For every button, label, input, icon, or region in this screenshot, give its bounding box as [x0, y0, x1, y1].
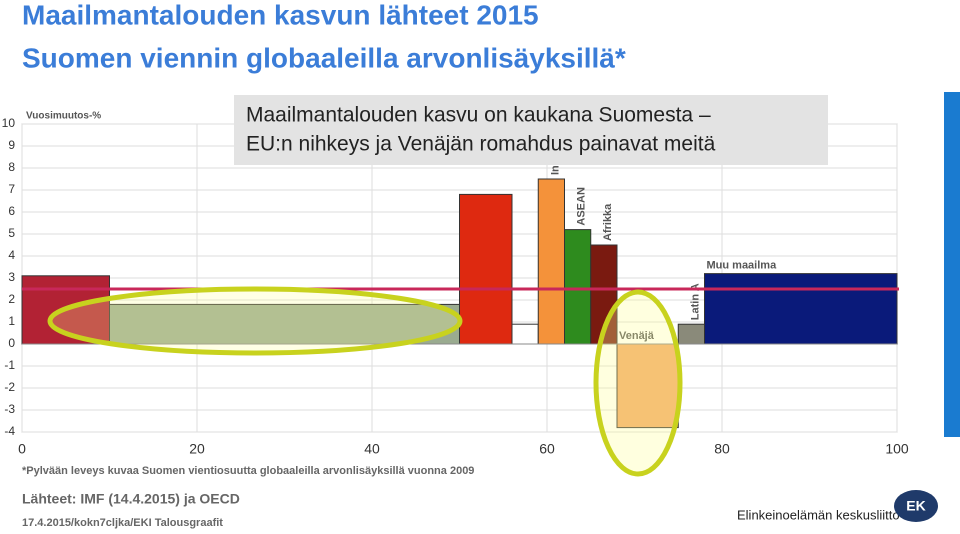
y-tick-label: 3 — [8, 270, 15, 284]
bar — [704, 273, 898, 345]
bar-label: Muu maailma — [707, 260, 778, 272]
y-tick-label: 10 — [2, 116, 16, 130]
source: Lähteet: IMF (14.4.2015) ja OECD — [22, 491, 240, 507]
x-tick-label: 40 — [364, 441, 380, 457]
annotation-line: Maailmantalouden kasvu on kaukana Suomes… — [246, 104, 711, 127]
y-axis-label: Vuosimuutos-% — [26, 111, 101, 122]
bar-label: Venäjä — [619, 330, 655, 342]
y-tick-label: 5 — [8, 226, 15, 240]
highlight — [47, 286, 463, 356]
bar — [564, 229, 592, 345]
y-tick-label: -4 — [4, 424, 15, 438]
x-tick-label: 80 — [714, 441, 730, 457]
annotation-line: EU:n nihkeys ja Venäjän romahdus painava… — [246, 133, 716, 156]
highlight — [593, 289, 683, 477]
y-tick-label: 9 — [8, 138, 15, 152]
bar — [511, 323, 539, 345]
title: Maailmantalouden kasvun lähteet 2015 — [22, 0, 539, 30]
x-tick-label: 100 — [885, 441, 909, 457]
bar — [537, 178, 565, 345]
logo: EK — [906, 498, 925, 514]
y-tick-label: 8 — [8, 160, 15, 174]
y-tick-label: 1 — [8, 314, 15, 328]
y-tick-label: 4 — [8, 248, 15, 262]
y-tick-label: -1 — [4, 358, 15, 372]
x-tick-label: 60 — [539, 441, 555, 457]
bar — [459, 193, 513, 345]
bar — [677, 323, 705, 345]
y-tick-label: 6 — [8, 204, 15, 218]
organization: Elinkeinoelämän keskusliitto — [737, 507, 900, 522]
bar-label: ASEAN — [576, 187, 588, 226]
x-tick-label: 0 — [18, 441, 26, 457]
subtitle: Suomen viennin globaaleilla arvonlisäyks… — [22, 42, 626, 73]
footnote: *Pylvään leveys kuvaa Suomen vientiosuut… — [22, 465, 474, 477]
bar-label: In — [549, 165, 561, 175]
y-tick-label: -3 — [4, 402, 15, 416]
annotation-box — [234, 95, 828, 165]
bar-label: Afrikka — [602, 203, 614, 241]
side-strip — [944, 92, 960, 437]
y-tick-label: -2 — [4, 380, 15, 394]
bar-label: Latin A — [689, 283, 701, 320]
bar — [109, 303, 460, 345]
logo-mark — [894, 490, 938, 522]
x-tick-label: 20 — [189, 441, 205, 457]
y-tick-label: 2 — [8, 292, 15, 306]
y-tick-label: 0 — [8, 336, 15, 350]
credit: 17.4.2015/kokn7cljka/EKI Talousgraafit — [22, 517, 223, 529]
y-tick-label: 7 — [8, 182, 15, 196]
